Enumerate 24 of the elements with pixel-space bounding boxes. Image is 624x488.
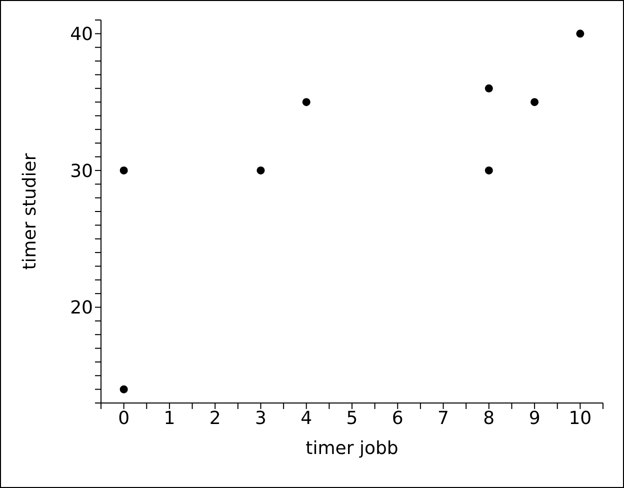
x-tick-label: 7: [438, 408, 449, 429]
point: [256, 166, 265, 174]
x-tick-label: 9: [528, 408, 540, 429]
x-tick-label: 8: [483, 408, 495, 429]
point: [484, 84, 493, 92]
x-tick-label: 6: [392, 408, 404, 429]
point: [120, 385, 128, 394]
x-axis-title: timer jobb: [306, 438, 398, 459]
y-tick-label: 20: [70, 298, 93, 319]
x-tick-label: 1: [164, 408, 176, 429]
x-tick-label: 4: [300, 408, 312, 429]
point: [576, 30, 584, 38]
point: [302, 98, 310, 106]
point: [484, 166, 493, 174]
x-tick-label: 3: [255, 408, 266, 429]
point: [120, 166, 128, 174]
y-tick-label: 30: [70, 160, 93, 182]
x-tick-label: 10: [568, 408, 592, 429]
point: [530, 98, 539, 106]
y-tick-label: 40: [70, 24, 93, 46]
x-tick-label: 5: [346, 408, 358, 429]
x-tick-label: 0: [118, 408, 130, 429]
x-tick-label: 2: [209, 408, 221, 429]
y-axis-title: timer studier: [19, 152, 40, 270]
